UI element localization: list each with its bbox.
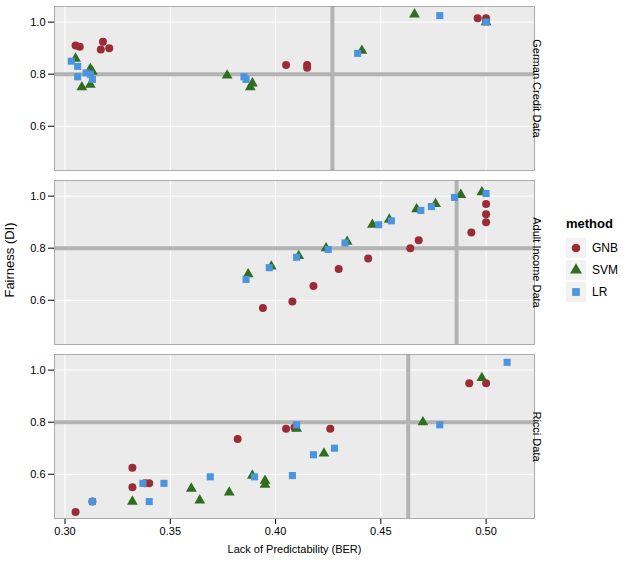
svg-text:Adult Income Data: Adult Income Data xyxy=(531,217,543,308)
svg-text:0.6: 0.6 xyxy=(30,294,45,306)
svg-text:Ricci Data: Ricci Data xyxy=(531,411,543,462)
svg-text:SVM: SVM xyxy=(592,263,618,277)
svg-text:LR: LR xyxy=(592,285,608,299)
svg-text:1.0: 1.0 xyxy=(30,364,45,376)
svg-text:Fairness (DI): Fairness (DI) xyxy=(2,222,17,297)
svg-text:0.50: 0.50 xyxy=(475,525,496,537)
svg-text:0.35: 0.35 xyxy=(160,525,181,537)
svg-text:German Credit Data: German Credit Data xyxy=(531,39,543,138)
svg-text:method: method xyxy=(566,216,613,231)
svg-text:0.8: 0.8 xyxy=(30,68,45,80)
svg-text:Lack of Predictability (BER): Lack of Predictability (BER) xyxy=(228,543,362,555)
svg-text:0.6: 0.6 xyxy=(30,468,45,480)
svg-text:0.8: 0.8 xyxy=(30,416,45,428)
svg-text:0.30: 0.30 xyxy=(54,525,75,537)
svg-text:GNB: GNB xyxy=(592,241,618,255)
svg-text:1.0: 1.0 xyxy=(30,16,45,28)
svg-text:0.6: 0.6 xyxy=(30,120,45,132)
svg-text:0.8: 0.8 xyxy=(30,242,45,254)
svg-text:0.40: 0.40 xyxy=(265,525,286,537)
svg-text:0.45: 0.45 xyxy=(370,525,391,537)
svg-text:1.0: 1.0 xyxy=(30,190,45,202)
